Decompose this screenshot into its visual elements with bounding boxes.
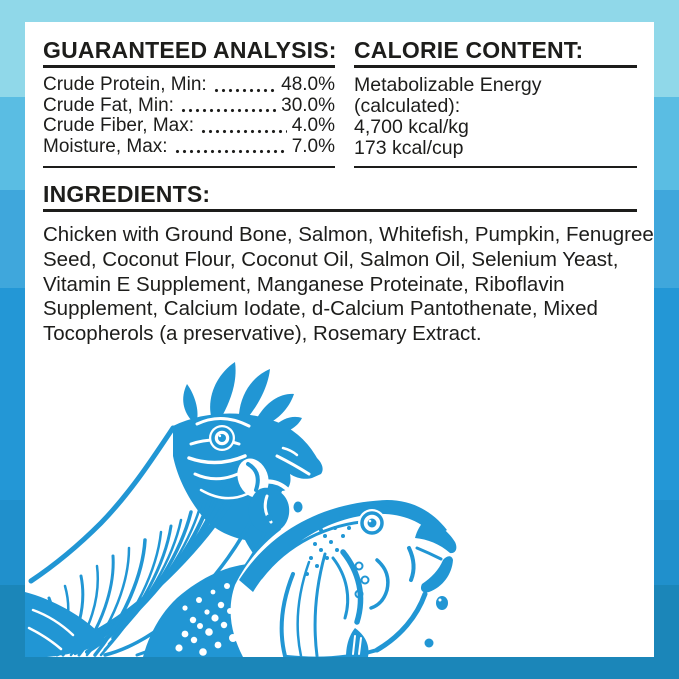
ingredients-line: Vitamin E Supplement, Manganese Proteina…	[43, 272, 565, 296]
guaranteed-analysis-section: GUARANTEED ANALYSIS: Crude Protein, Min:…	[43, 38, 336, 168]
analysis-label: Crude Fat, Min:	[43, 94, 174, 116]
chicken-salmon-illustration	[25, 362, 461, 657]
calorie-line: Metabolizable Energy	[354, 74, 542, 96]
analysis-value: 30.0%	[281, 94, 335, 116]
water-droplets	[265, 501, 448, 648]
rooster-art	[25, 362, 323, 657]
analysis-value: 7.0%	[291, 135, 335, 157]
analysis-value: 48.0%	[281, 74, 335, 95]
calorie-line: 4,700 kcal/kg	[354, 116, 469, 138]
ingredients-line: Tocopherols (a preservative), Rosemary E…	[43, 322, 482, 346]
guaranteed-analysis-title: GUARANTEED ANALYSIS:	[43, 38, 336, 68]
fish-art	[230, 497, 461, 657]
analysis-label: Crude Protein, Min:	[43, 74, 207, 95]
dot-leader	[173, 148, 287, 154]
analysis-row: Crude Protein, Min: 48.0%	[43, 74, 335, 96]
label-panel: GUARANTEED ANALYSIS: Crude Protein, Min:…	[25, 22, 654, 657]
calorie-line: 173 kcal/cup	[354, 137, 464, 159]
calorie-line: (calculated):	[354, 95, 461, 117]
analysis-value: 4.0%	[291, 115, 335, 136]
dot-leader	[212, 86, 277, 93]
ingredients-section: INGREDIENTS: Chicken with Ground Bone, S…	[43, 182, 654, 347]
ingredients-line: Chicken with Ground Bone, Salmon, Whitef…	[43, 223, 654, 246]
ingredients-line: Supplement, Calcium Iodate, d-Calcium Pa…	[43, 297, 598, 321]
guaranteed-analysis-table: Crude Protein, Min: 48.0% Crude Fat, Min…	[43, 74, 335, 168]
calorie-content-section: CALORIE CONTENT: Metabolizable Energy (c…	[354, 38, 637, 168]
ingredients-title: INGREDIENTS:	[43, 182, 637, 212]
calorie-content-body: Metabolizable Energy (calculated): 4,700…	[354, 75, 637, 168]
analysis-label: Moisture, Max:	[43, 135, 168, 157]
analysis-row: Moisture, Max: 7.0%	[43, 135, 335, 158]
calorie-content-title: CALORIE CONTENT:	[354, 38, 637, 68]
dot-leader	[200, 127, 287, 134]
ingredients-text: Chicken with Ground Bone, Salmon, Whitef…	[43, 223, 654, 347]
analysis-row: Crude Fat, Min: 30.0%	[43, 94, 335, 117]
dot-leader	[179, 107, 277, 113]
analysis-row: Crude Fiber, Max: 4.0%	[43, 115, 335, 137]
ingredients-line: Seed, Coconut Flour, Coconut Oil, Salmon…	[43, 247, 619, 271]
analysis-label: Crude Fiber, Max:	[43, 115, 194, 136]
